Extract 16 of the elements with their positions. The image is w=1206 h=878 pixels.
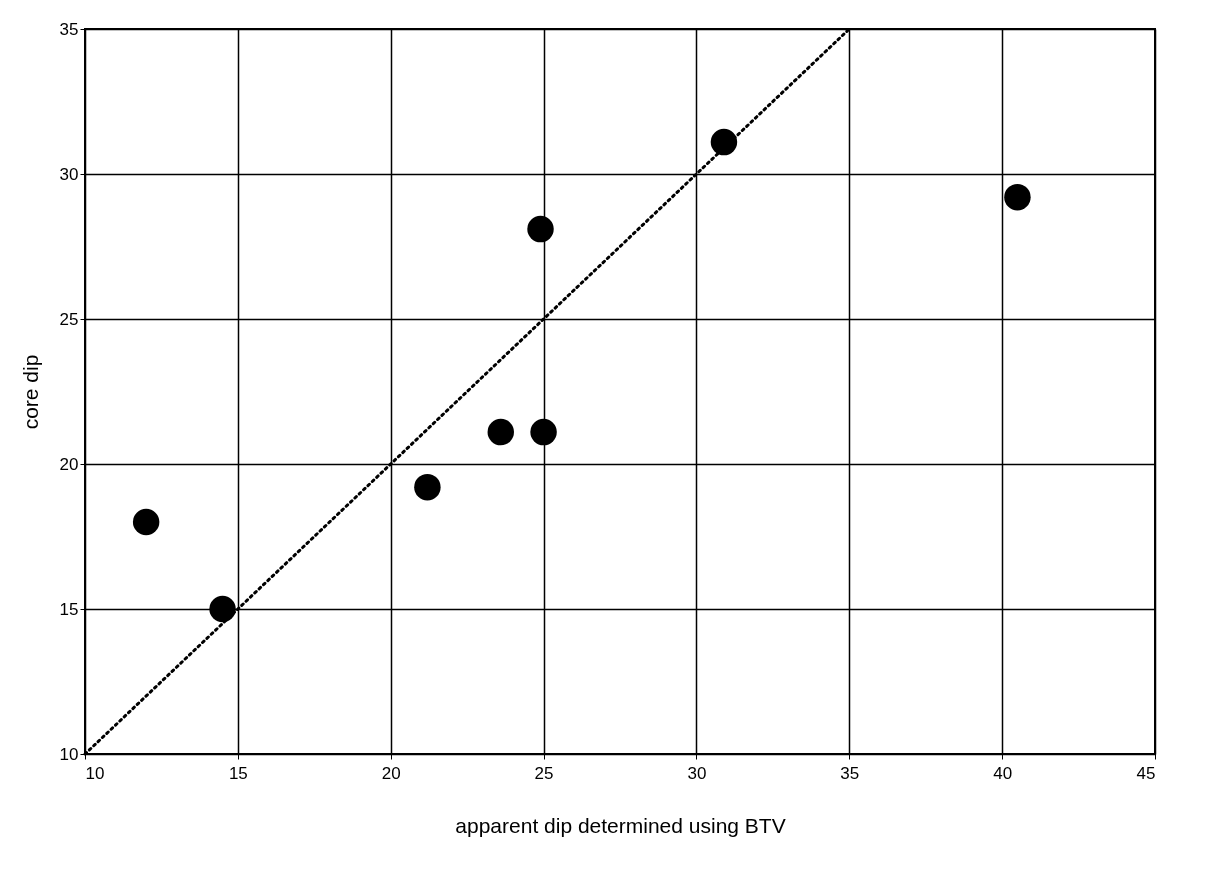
x-tick-label: 30 bbox=[687, 763, 707, 783]
y-tick-label: 30 bbox=[59, 164, 79, 184]
y-axis-title: core dip bbox=[18, 354, 42, 430]
x-tick-label: 35 bbox=[840, 763, 860, 783]
x-axis-title: apparent dip determined using BTV bbox=[455, 813, 786, 837]
x-tick-label: 10 bbox=[85, 763, 105, 783]
x-tick-label: 40 bbox=[993, 763, 1013, 783]
x-tick-label: 15 bbox=[228, 763, 248, 783]
x-tick-label: 45 bbox=[1136, 763, 1156, 783]
x-tick-label: 20 bbox=[381, 763, 401, 783]
y-tick-label: 25 bbox=[59, 309, 79, 329]
y-tick-label: 10 bbox=[59, 744, 79, 764]
y-tick-label: 35 bbox=[59, 19, 79, 39]
y-tick-label: 20 bbox=[59, 454, 79, 474]
y-tick-label: 15 bbox=[59, 599, 79, 619]
x-tick-label: 25 bbox=[534, 763, 554, 783]
